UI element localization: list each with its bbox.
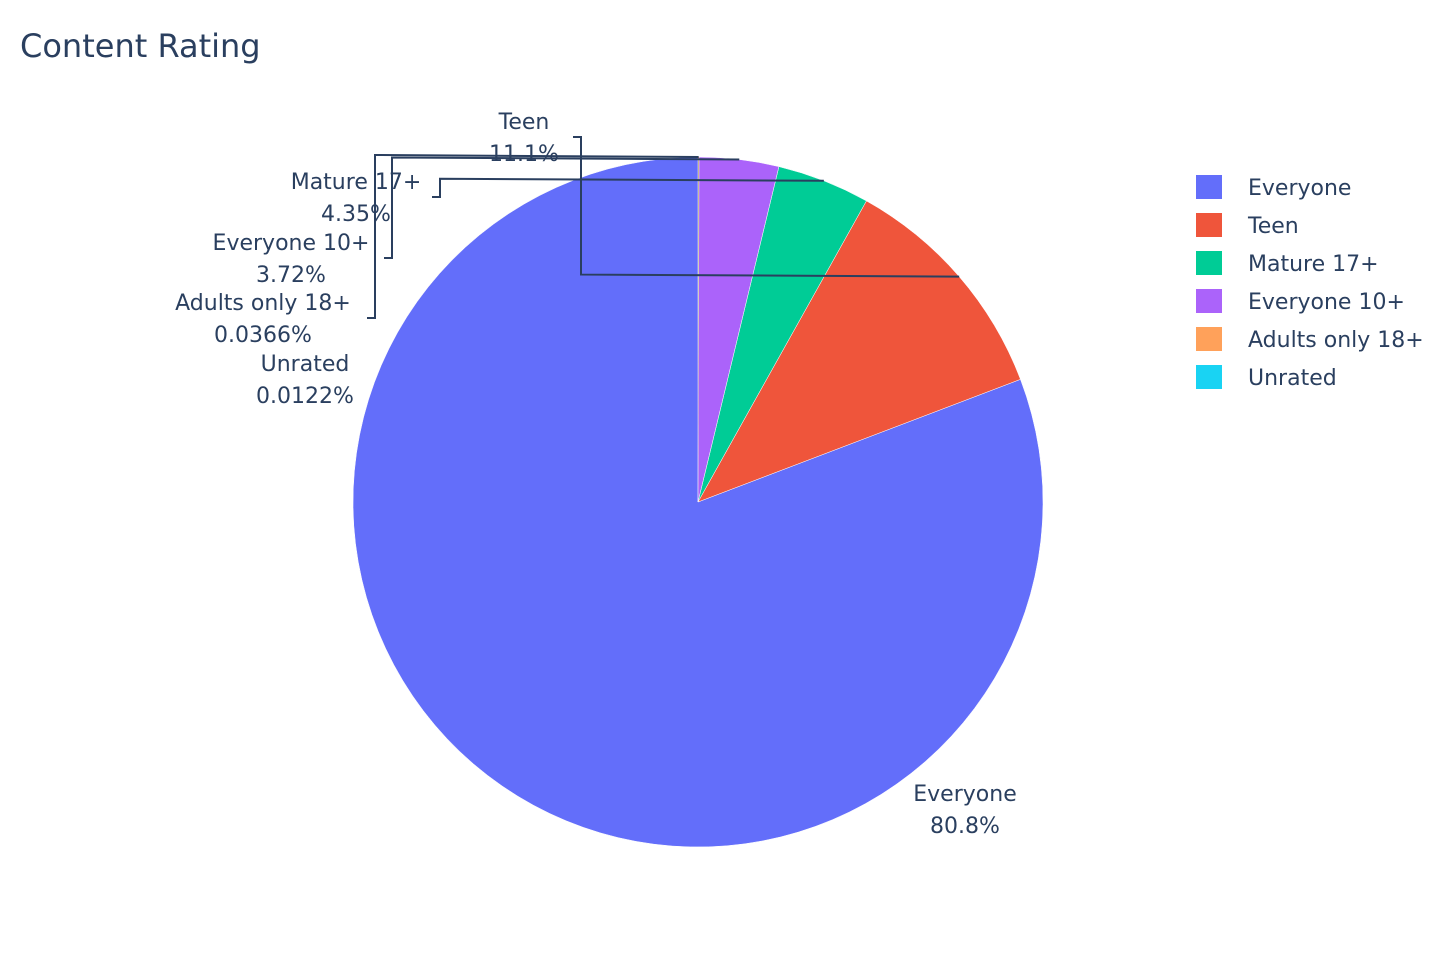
pie-slice-everyone-10[interactable]: [697, 156, 780, 503]
legend-label-adults-only-18[interactable]: Adults only 18+: [1248, 328, 1424, 353]
slice-percent-everyone-10: 3.72%: [256, 263, 326, 288]
legend-label-teen[interactable]: Teen: [1247, 214, 1299, 239]
slice-label-everyone: Everyone: [913, 782, 1016, 807]
leader-line-everyone-10: [384, 156, 740, 259]
pie-slice-everyone[interactable]: [352, 156, 1044, 848]
legend-swatch-mature-17[interactable]: [1196, 251, 1222, 275]
slice-percent-teen: 11.1%: [489, 142, 559, 167]
slice-percent-unrated: 0.0122%: [256, 384, 354, 409]
slice-label-unrated: Unrated: [261, 352, 350, 377]
leader-line-teen: [573, 136, 960, 278]
legend-label-mature-17[interactable]: Mature 17+: [1248, 252, 1379, 277]
slice-label-adults-only-18: Adults only 18+: [175, 291, 351, 316]
legend-label-everyone-10[interactable]: Everyone 10+: [1248, 290, 1405, 315]
slice-labels: Everyone 80.8% Teen 11.1% Mature 17+ 4.35% Eve…: [175, 110, 1017, 839]
legend-label-everyone[interactable]: Everyone: [1248, 176, 1351, 201]
leader-line-mature-17: [432, 177, 824, 198]
legend-swatch-unrated[interactable]: [1196, 365, 1222, 389]
legend-swatch-adults-only-18[interactable]: [1196, 327, 1222, 351]
pie-slice-adults-only-18[interactable]: [698, 157, 700, 502]
slice-percent-everyone: 80.8%: [930, 814, 1000, 839]
slice-label-teen: Teen: [498, 110, 550, 135]
chart-title: Content Rating: [20, 27, 261, 65]
pie-slices: [352, 156, 1044, 848]
legend-swatch-everyone-10[interactable]: [1196, 289, 1222, 313]
leader-line-adults-only-18: [367, 153, 699, 319]
legend: Everyone Teen Mature 17+ Everyone 10+ Adults…: [1196, 175, 1424, 391]
legend-swatch-teen[interactable]: [1196, 213, 1222, 237]
slice-percent-adults-only-18: 0.0366%: [214, 323, 312, 348]
slice-label-mature-17: Mature 17+: [291, 170, 422, 195]
legend-label-unrated[interactable]: Unrated: [1248, 366, 1337, 391]
slice-label-everyone-10: Everyone 10+: [213, 231, 370, 256]
legend-swatch-everyone[interactable]: [1196, 175, 1222, 199]
slice-percent-mature-17: 4.35%: [321, 202, 391, 227]
